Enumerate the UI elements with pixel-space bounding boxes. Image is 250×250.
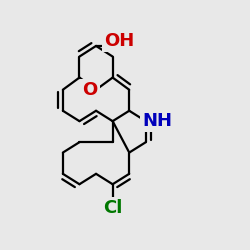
Text: NH: NH xyxy=(142,112,172,130)
Text: Cl: Cl xyxy=(103,199,122,217)
Text: OH: OH xyxy=(104,32,135,50)
Text: O: O xyxy=(82,81,98,99)
